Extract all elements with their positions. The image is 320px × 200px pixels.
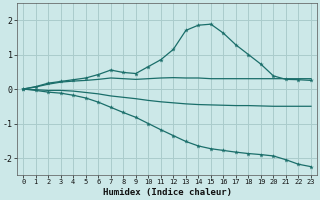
- X-axis label: Humidex (Indice chaleur): Humidex (Indice chaleur): [103, 188, 232, 197]
